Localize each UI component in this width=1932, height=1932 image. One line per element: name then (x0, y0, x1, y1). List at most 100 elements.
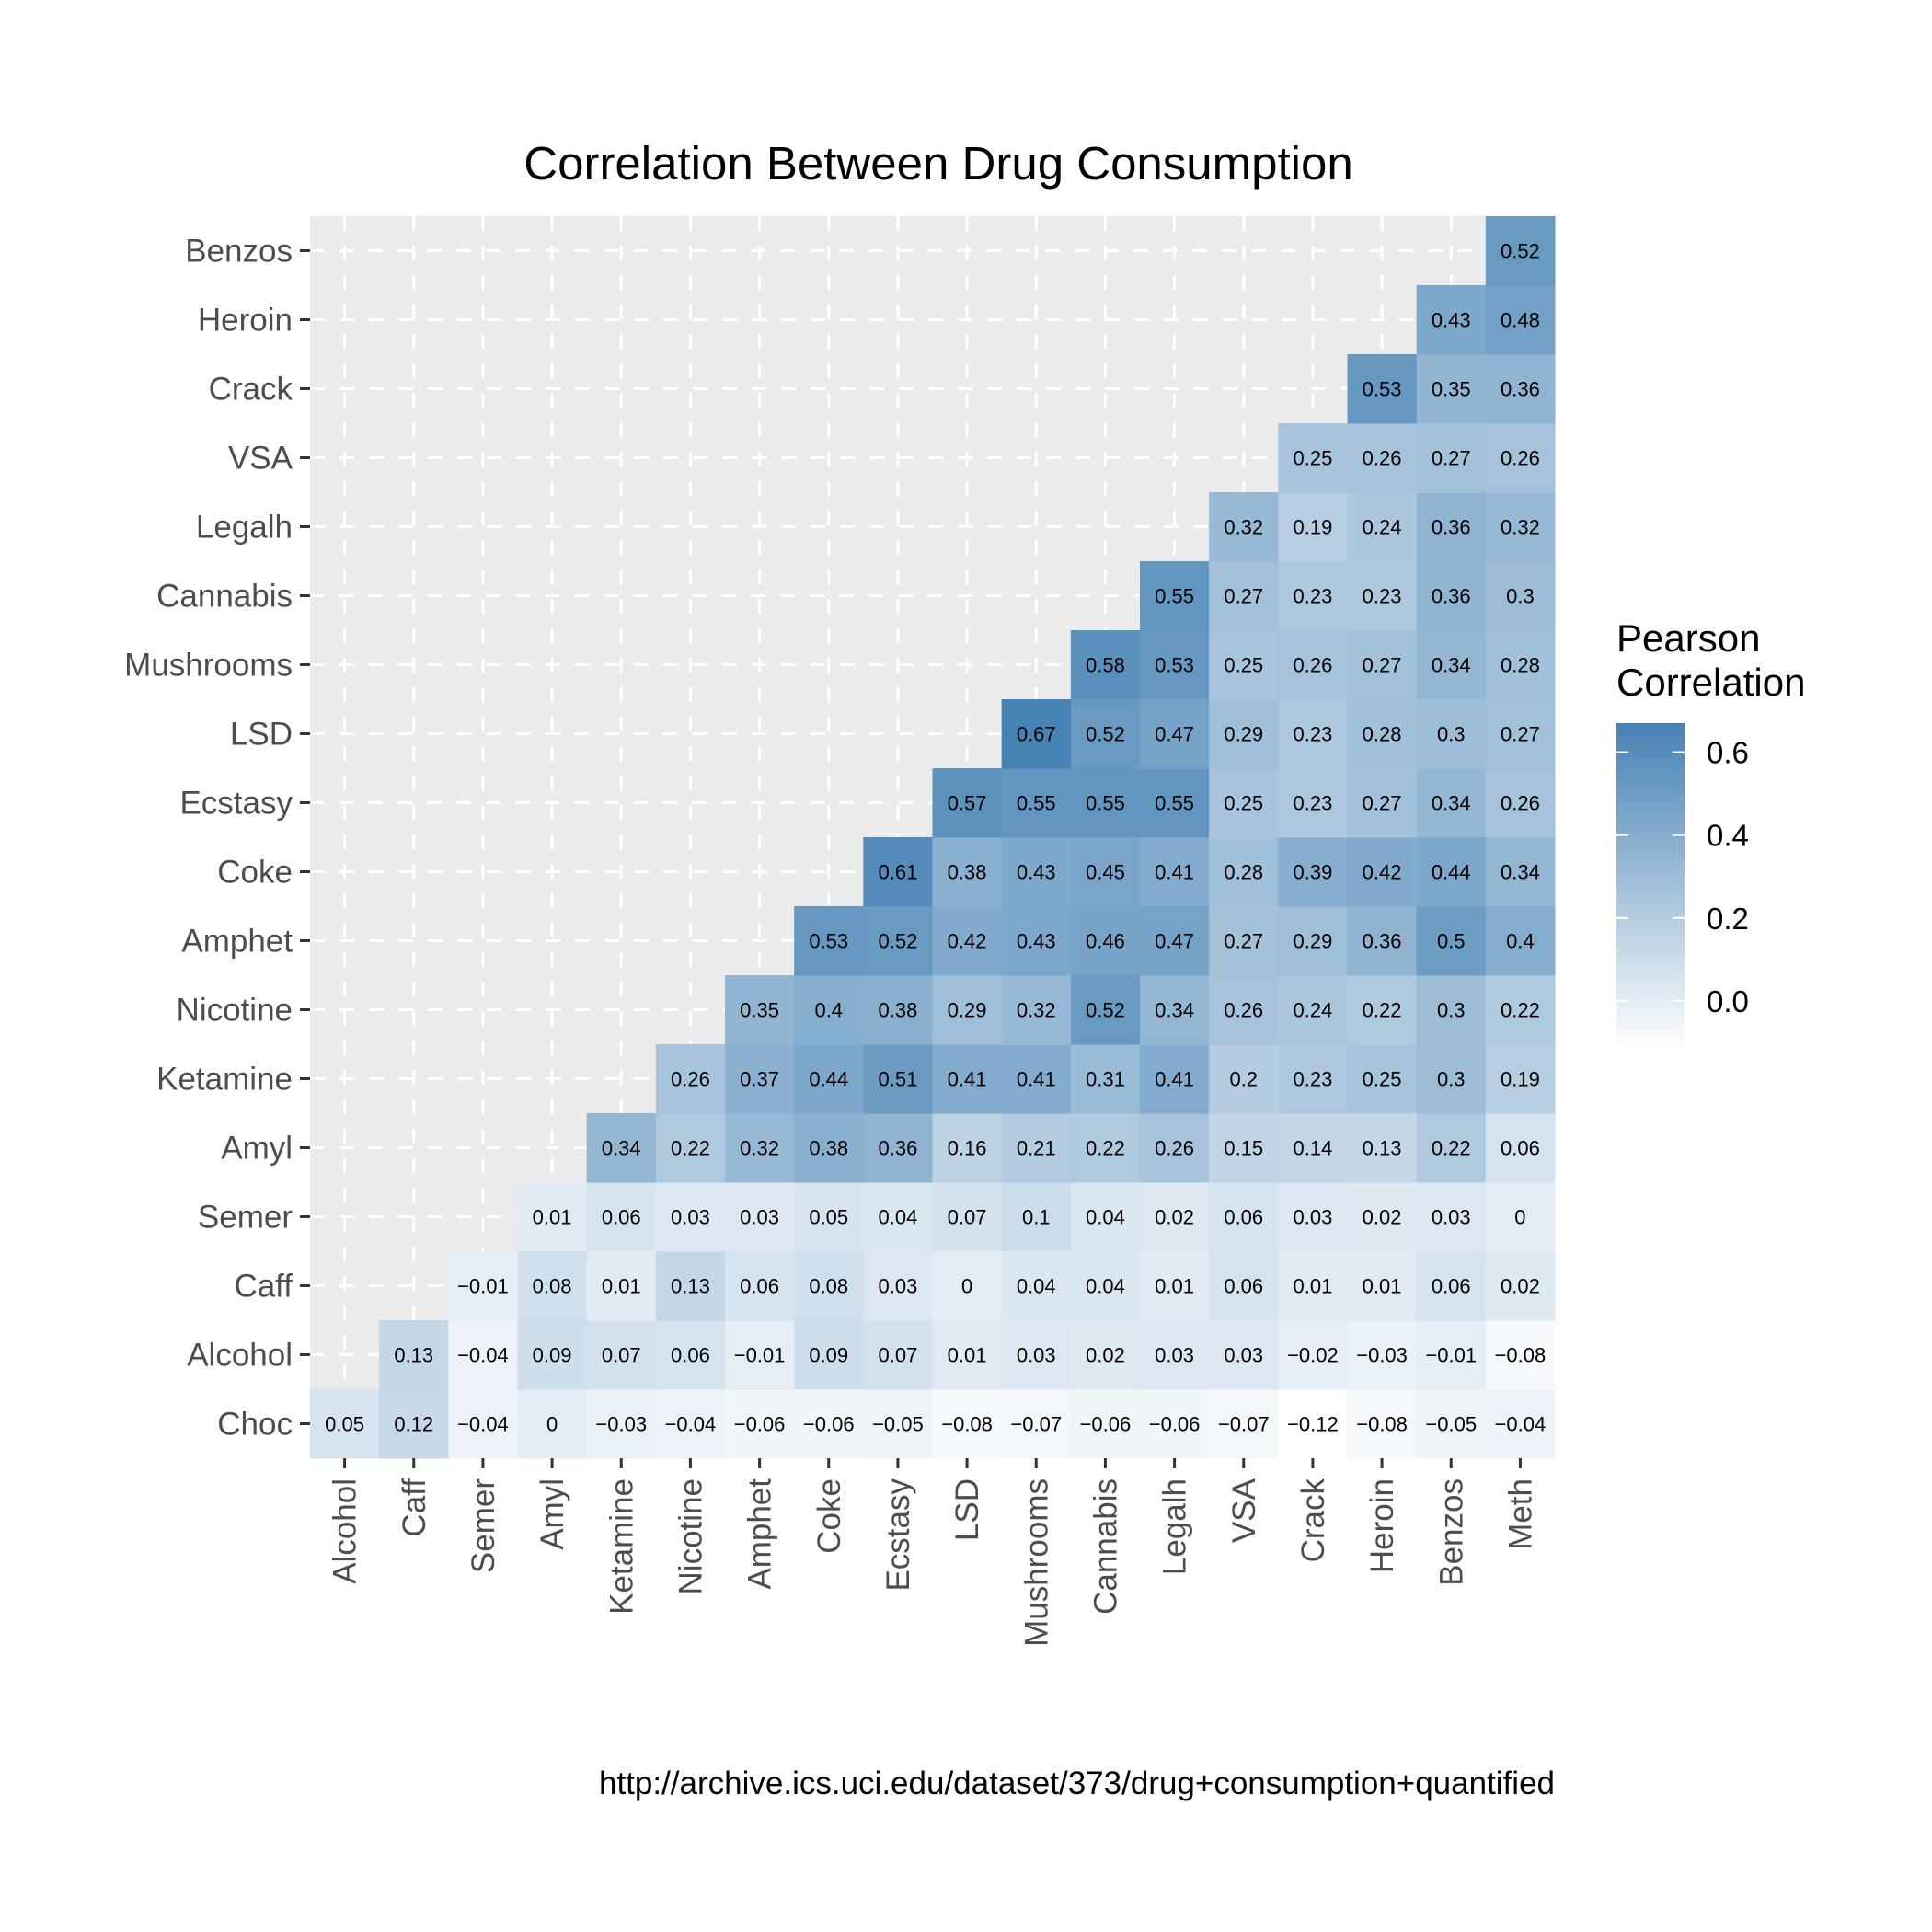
cell-value-label: −0.05 (872, 1413, 924, 1436)
heatmap-cell (1416, 423, 1487, 493)
cell-value-label: 0.01 (948, 1344, 987, 1367)
y-tick-label: Ketamine (156, 1062, 293, 1098)
cell-value-label: 0.07 (948, 1206, 987, 1229)
cell-value-label: 0.23 (1294, 792, 1333, 815)
cell-value-label: −0.07 (1218, 1413, 1270, 1436)
cell-value-label: 0.26 (1155, 1137, 1194, 1160)
cell-value-label: 0.27 (1363, 792, 1402, 815)
heatmap-cell (794, 1251, 864, 1321)
cell-value-label: 0.52 (1501, 240, 1540, 263)
cell-value-label: 0.29 (948, 999, 987, 1022)
heatmap-cell (1347, 1389, 1418, 1459)
cell-value-label: 0.57 (948, 792, 987, 815)
y-tick-label: Crack (209, 372, 293, 408)
cell-value-label: 0.23 (1294, 585, 1333, 608)
heatmap-cell (1140, 1251, 1210, 1321)
cell-value-label: 0.43 (1017, 930, 1056, 953)
heatmap-cell (1347, 1320, 1418, 1390)
cell-value-label: 0.27 (1363, 654, 1402, 677)
heatmap-cell (448, 1320, 518, 1390)
heatmap-cell (1209, 699, 1279, 769)
cell-value-label: 0.05 (809, 1206, 848, 1229)
x-tick-label: Crack (1295, 1478, 1331, 1563)
heatmap-cell (1347, 492, 1418, 562)
heatmap-cell (1416, 1182, 1487, 1252)
heatmap-cell (1485, 492, 1556, 562)
heatmap-cell (1278, 1044, 1348, 1114)
cell-value-label: 0.26 (1224, 999, 1263, 1022)
x-tick-label: Benzos (1433, 1478, 1469, 1586)
heatmap-cell (863, 1113, 933, 1183)
cell-value-label: 0.52 (879, 930, 918, 953)
heatmap-cell (1485, 285, 1556, 355)
heatmap-cell (863, 1182, 933, 1252)
cell-value-label: 0.4 (1506, 930, 1535, 953)
heatmap-cell (655, 1044, 726, 1114)
heatmap-cell (1070, 1044, 1141, 1114)
heatmap-cell (932, 1044, 1003, 1114)
cell-value-label: −0.07 (1010, 1413, 1062, 1436)
heatmap-cell (932, 1320, 1003, 1390)
heatmap-cell (1485, 1320, 1556, 1390)
heatmap-cell (1485, 906, 1556, 976)
heatmap-cell (517, 1182, 588, 1252)
cell-value-label: 0.22 (671, 1137, 710, 1160)
heatmap-cell (1278, 906, 1348, 976)
cell-value-label: 0.01 (602, 1275, 641, 1298)
heatmap-cell (448, 1389, 518, 1459)
cell-value-label: 0.3 (1437, 999, 1466, 1022)
heatmap-cell (1485, 1113, 1556, 1183)
cell-value-label: 0.06 (740, 1275, 779, 1298)
heatmap-cell (1347, 1113, 1418, 1183)
cell-value-label: 0.23 (1294, 723, 1333, 746)
heatmap-cell (725, 1389, 795, 1459)
heatmap-cell (1416, 768, 1487, 838)
heatmap-cell (1278, 1182, 1348, 1252)
x-tick-label: Nicotine (673, 1478, 708, 1594)
heatmap-cell (1209, 492, 1279, 562)
heatmap-cell (1278, 423, 1348, 493)
heatmap-cell (1209, 1044, 1279, 1114)
cell-value-label: 0.35 (1432, 378, 1471, 401)
cell-value-label: 0.26 (671, 1068, 710, 1091)
heatmap-cell (1278, 630, 1348, 700)
heatmap-cell (1347, 1182, 1418, 1252)
cell-value-label: 0.31 (1086, 1068, 1125, 1091)
y-tick-label: Amyl (221, 1131, 293, 1167)
x-tick-label: Semer (466, 1478, 501, 1573)
cell-value-label: 0.07 (879, 1344, 918, 1367)
heatmap-cell (448, 1251, 518, 1321)
y-tick-label: Choc (217, 1407, 293, 1443)
heatmap-cell (1140, 906, 1210, 976)
x-tick-label: Ecstasy (880, 1478, 916, 1592)
x-tick-label: Coke (811, 1478, 847, 1554)
cell-value-label: 0.13 (394, 1344, 433, 1367)
cell-value-label: 0.27 (1432, 447, 1471, 470)
cell-value-label: 0.24 (1294, 999, 1333, 1022)
cell-value-label: −0.04 (665, 1413, 717, 1436)
heatmap-cell (1416, 699, 1487, 769)
x-tick-label: Ketamine (604, 1478, 639, 1615)
cell-value-label: 0.42 (948, 930, 987, 953)
cell-value-label: 0.43 (1432, 309, 1471, 332)
heatmap-cell (932, 1251, 1003, 1321)
heatmap-cell (1416, 1389, 1487, 1459)
heatmap-cell (1485, 768, 1556, 838)
chart-title: Correlation Between Drug Consumption (523, 137, 1352, 190)
cell-value-label: 0.26 (1294, 654, 1333, 677)
heatmap-cell (1278, 1251, 1348, 1321)
cell-value-label: 0.53 (1363, 378, 1402, 401)
cell-value-label: 0.41 (1155, 1068, 1194, 1091)
heatmap-cell (655, 1113, 726, 1183)
heatmap-cell (1209, 768, 1279, 838)
cell-value-label: 0.12 (394, 1413, 433, 1436)
heatmap-cell (517, 1251, 588, 1321)
cell-value-label: 0.29 (1294, 930, 1333, 953)
heatmap-cell (1347, 837, 1418, 907)
heatmap-cell (863, 1251, 933, 1321)
y-tick-label: Amphet (181, 924, 293, 960)
cell-value-label: 0.27 (1224, 930, 1263, 953)
cell-value-label: 0.32 (1224, 516, 1263, 539)
cell-value-label: 0.36 (1432, 516, 1471, 539)
heatmap-cell (1070, 975, 1141, 1045)
